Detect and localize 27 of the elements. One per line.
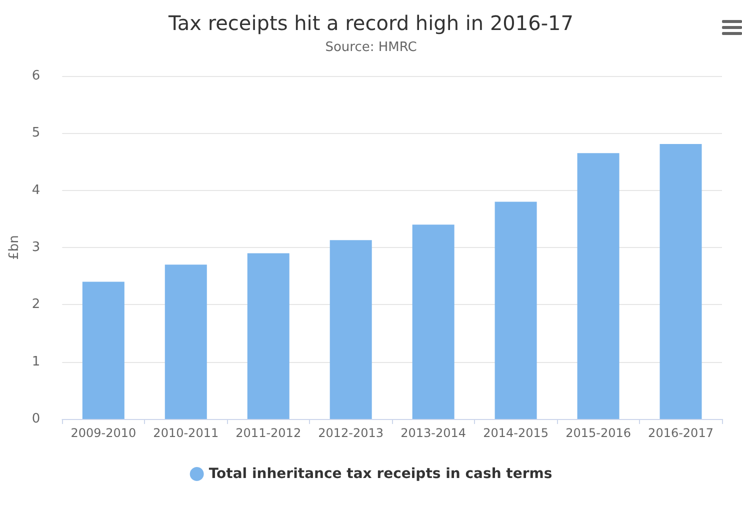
y-tick-label: 4 — [32, 182, 40, 198]
x-tick-label: 2011-2012 — [236, 426, 302, 440]
x-tick-label: 2015-2016 — [566, 426, 631, 440]
legend-label: Total inheritance tax receipts in cash terms — [208, 466, 552, 482]
y-axis-title: £bn — [7, 235, 22, 260]
bar — [82, 282, 124, 419]
y-tick-label: 1 — [32, 354, 40, 370]
bar — [247, 253, 290, 419]
chart-subtitle: Source: HMRC — [325, 40, 417, 55]
bar — [577, 153, 620, 419]
chart-title: Tax receipts hit a record high in 2016-17 — [167, 11, 574, 35]
y-tick-label: 3 — [32, 240, 40, 255]
y-tick-label: 2 — [32, 297, 40, 312]
x-tick-label: 2012-2013 — [318, 426, 384, 440]
x-tick-label: 2010-2011 — [153, 426, 219, 440]
y-tick-label: 6 — [32, 68, 40, 84]
bar — [660, 144, 702, 419]
bar — [412, 224, 454, 419]
bar — [164, 264, 207, 419]
x-tick-label: 2016-2017 — [648, 426, 714, 440]
bar — [330, 240, 372, 419]
y-tick-label: 0 — [32, 412, 40, 426]
x-tick-label: 2014-2015 — [483, 426, 549, 440]
x-tick-label: 2013-2014 — [400, 426, 466, 440]
x-tick-label: 2009-2010 — [70, 426, 136, 440]
y-tick-label: 5 — [32, 126, 40, 141]
bar — [494, 202, 537, 419]
